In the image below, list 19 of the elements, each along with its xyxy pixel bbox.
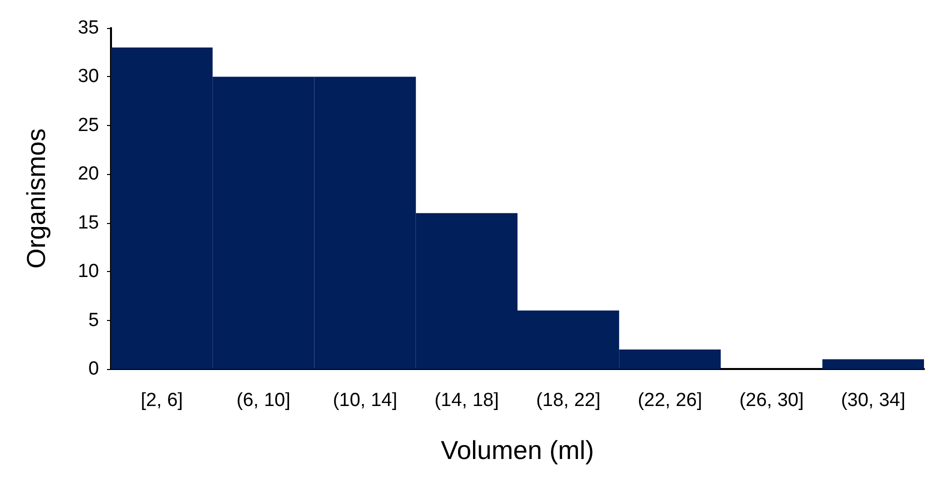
y-tick-label: 35 [78, 18, 99, 38]
x-tick-label: (14, 18] [434, 390, 499, 411]
y-tick-label: 10 [78, 261, 99, 282]
x-tick-label: (18, 22] [536, 390, 601, 411]
y-tick-label: 30 [78, 66, 99, 88]
bar [822, 359, 924, 369]
x-tick-label: (26, 30] [739, 390, 804, 411]
x-axis-title: Volumen (ml) [440, 435, 594, 465]
y-tick-label: 5 [88, 310, 99, 331]
y-tick-label: 15 [78, 212, 99, 234]
x-tick-label: [2, 6] [140, 390, 183, 411]
x-tick-label: (22, 26] [638, 390, 702, 411]
x-tick-label: (30, 34] [840, 390, 906, 411]
y-tick-label: 0 [88, 358, 99, 380]
y-tick-label: 20 [78, 164, 99, 185]
y-axis-title: Organismos [21, 128, 51, 269]
x-tick-label: (10, 14] [332, 390, 398, 411]
y-tick-label: 25 [78, 114, 99, 136]
x-tick-label: (6, 10] [236, 390, 290, 411]
